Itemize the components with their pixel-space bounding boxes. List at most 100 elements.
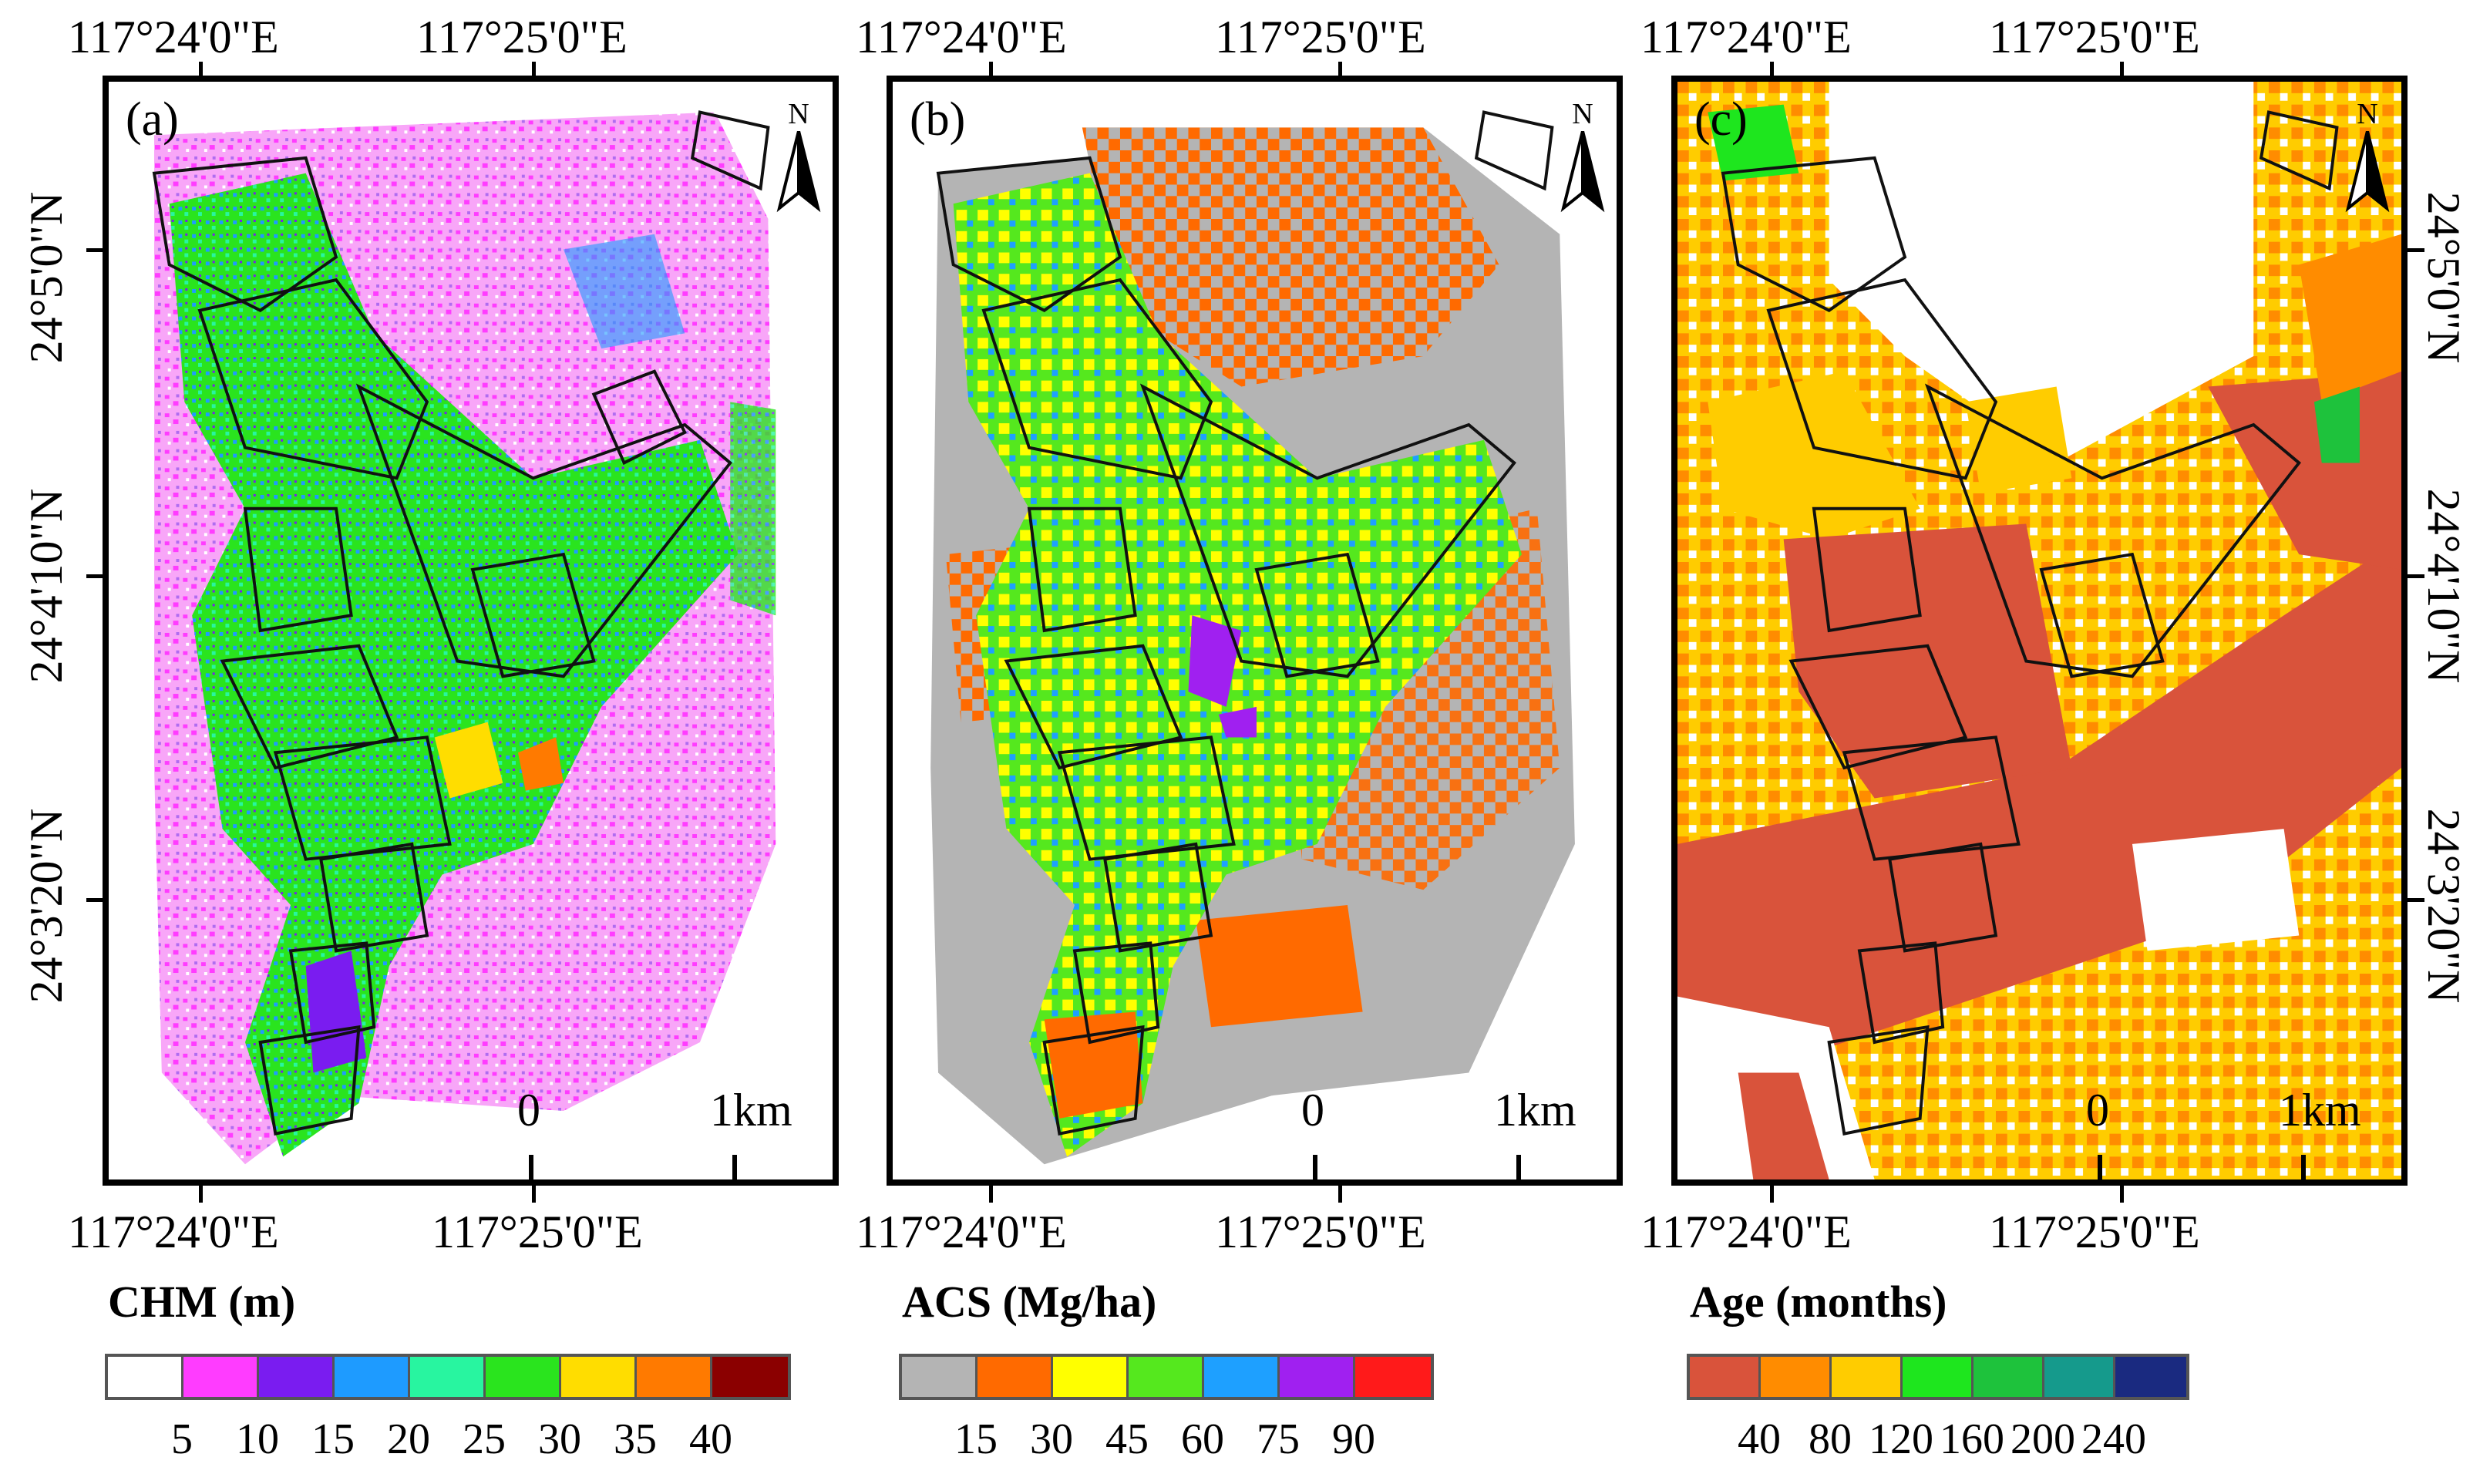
graticule-tick — [86, 574, 103, 578]
map-panel-a: (a) N 0 1km — [103, 76, 839, 1186]
top-lon-label-c2: 117°25'0"E — [1989, 12, 2200, 62]
graticule-tick — [1770, 1186, 1774, 1203]
panel-label-b: (b) — [910, 93, 966, 146]
legend-tick: 160 — [1940, 1415, 2004, 1463]
legend-swatch — [1129, 1357, 1204, 1397]
graticule-tick — [2120, 1186, 2124, 1203]
scale-bar-c: 0 1km — [2086, 1084, 2401, 1179]
legend-tick: 75 — [1257, 1415, 1300, 1463]
legend-tick: 10 — [236, 1415, 279, 1463]
legend-swatch — [561, 1357, 637, 1397]
legend-swatch — [1761, 1357, 1832, 1397]
graticule-tick — [2408, 248, 2424, 252]
legend-swatch — [1903, 1357, 1973, 1397]
left-lat-label-2: 24°4'10"N — [21, 488, 72, 684]
left-lat-label-1: 24°5'0"N — [21, 191, 72, 364]
legend-swatches-chm — [105, 1354, 791, 1400]
legend-ticks-acs: 15 30 45 60 75 90 — [899, 1415, 1454, 1469]
right-lat-label-3: 24°3'20"N — [2418, 808, 2469, 1004]
legend-tick: 240 — [2081, 1415, 2146, 1463]
legend-tick: 30 — [1030, 1415, 1073, 1463]
legend-ticks-chm: 5 10 15 20 25 30 35 40 — [105, 1415, 799, 1469]
graticule-tick — [989, 1186, 993, 1203]
legend-tick: 45 — [1105, 1415, 1149, 1463]
legend-swatches-age — [1687, 1354, 2189, 1400]
legend-swatch — [1280, 1357, 1355, 1397]
legend-ticks-age: 40 80 120 160 200 240 — [1687, 1415, 2242, 1469]
legend-swatch — [712, 1357, 788, 1397]
north-arrow-b: N — [1556, 97, 1610, 213]
legend-title-age: Age (months) — [1690, 1277, 1947, 1327]
legend-swatch — [1053, 1357, 1129, 1397]
legend-tick: 15 — [954, 1415, 998, 1463]
bottom-lon-label-a2: 117°25'0"E — [432, 1206, 643, 1257]
graticule-tick — [2120, 62, 2124, 79]
legend-swatch — [1690, 1357, 1761, 1397]
top-lon-label-a1: 117°24'0"E — [68, 12, 279, 62]
north-arrow-c: N — [2340, 97, 2394, 213]
legend-swatch — [637, 1357, 712, 1397]
legend-swatch — [335, 1357, 410, 1397]
legend-tick: 35 — [614, 1415, 657, 1463]
legend-tick: 40 — [689, 1415, 732, 1463]
graticule-tick — [532, 62, 536, 79]
age-raster-map — [1677, 82, 2401, 1179]
bottom-lon-label-b2: 117°25'0"E — [1215, 1206, 1426, 1257]
chm-raster-map — [152, 110, 776, 1165]
panel-label-c: (c) — [1694, 93, 1748, 146]
graticule-tick — [1338, 1186, 1342, 1203]
graticule-tick — [199, 1186, 203, 1203]
north-arrow-icon — [776, 130, 821, 213]
legend-tick: 15 — [311, 1415, 355, 1463]
legend-swatch — [1973, 1357, 2044, 1397]
legend-tick: 5 — [171, 1415, 193, 1463]
graticule-tick — [199, 62, 203, 79]
top-lon-label-c1: 117°24'0"E — [1640, 12, 1852, 62]
right-lat-label-2: 24°4'10"N — [2418, 488, 2469, 684]
legend-swatches-acs — [899, 1354, 1434, 1400]
legend-swatch — [1832, 1357, 1903, 1397]
graticule-tick — [1338, 62, 1342, 79]
legend-tick: 90 — [1332, 1415, 1375, 1463]
north-arrow-icon — [1560, 130, 1605, 213]
graticule-tick — [1770, 62, 1774, 79]
bottom-lon-label-c2: 117°25'0"E — [1989, 1206, 2200, 1257]
legend-swatch — [108, 1357, 183, 1397]
legend-tick: 80 — [1809, 1415, 1852, 1463]
legend-swatch — [2115, 1357, 2186, 1397]
legend-swatch — [183, 1357, 259, 1397]
graticule-tick — [2408, 898, 2424, 902]
acs-raster-map — [930, 110, 1575, 1165]
legend-tick: 20 — [387, 1415, 430, 1463]
bottom-lon-label-b1: 117°24'0"E — [856, 1206, 1067, 1257]
top-lon-label-b1: 117°24'0"E — [856, 12, 1067, 62]
legend-swatch — [902, 1357, 977, 1397]
top-lon-label-a2: 117°25'0"E — [416, 12, 628, 62]
top-lon-label-b2: 117°25'0"E — [1215, 12, 1426, 62]
north-arrow-icon — [2345, 130, 2390, 213]
scale-bar-b: 0 1km — [1301, 1084, 1617, 1179]
graticule-tick — [989, 62, 993, 79]
graticule-tick — [86, 248, 103, 252]
legend-tick: 30 — [538, 1415, 581, 1463]
legend-title-acs: ACS (Mg/ha) — [902, 1277, 1157, 1327]
graticule-tick — [86, 898, 103, 902]
legend-title-chm: CHM (m) — [108, 1277, 296, 1327]
map-panel-c: (c) N 0 1km — [1671, 76, 2408, 1186]
bottom-lon-label-a1: 117°24'0"E — [68, 1206, 279, 1257]
legend-swatch — [1204, 1357, 1280, 1397]
legend-swatch — [410, 1357, 486, 1397]
right-lat-label-1: 24°5'0"N — [2418, 191, 2469, 364]
graticule-tick — [2408, 574, 2424, 578]
legend-swatch — [2044, 1357, 2115, 1397]
legend-tick: 120 — [1869, 1415, 1933, 1463]
panel-label-a: (a) — [126, 93, 179, 146]
map-panel-b: (b) N 0 1km — [887, 76, 1623, 1186]
north-arrow-a: N — [772, 97, 826, 213]
legend-tick: 200 — [2011, 1415, 2075, 1463]
legend-swatch — [1355, 1357, 1431, 1397]
graticule-tick — [532, 1186, 536, 1203]
legend-tick: 60 — [1181, 1415, 1224, 1463]
scale-bar-a: 0 1km — [517, 1084, 833, 1179]
legend-swatch — [486, 1357, 561, 1397]
